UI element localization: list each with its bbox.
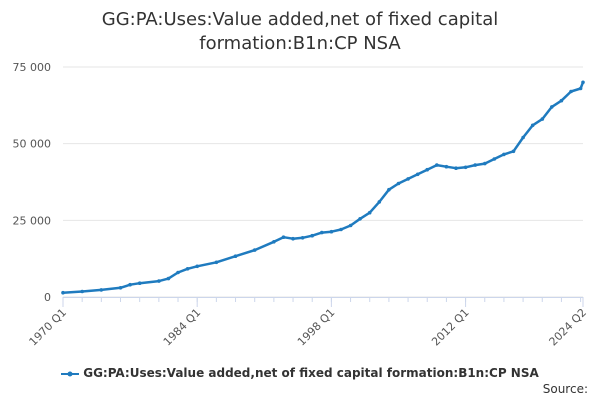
- y-axis-ticks: 0 25 000 50 000 75 000: [13, 61, 52, 304]
- data-point[interactable]: [118, 286, 123, 290]
- series-line[interactable]: [62, 81, 585, 294]
- x-axis: 1970 Q1 1984 Q1 1998 Q1 2012 Q1 2024 Q2: [27, 297, 590, 349]
- data-point[interactable]: [233, 254, 238, 258]
- x-tick-label: 1998 Q1: [295, 306, 338, 349]
- data-point[interactable]: [367, 210, 372, 215]
- data-point[interactable]: [569, 89, 573, 94]
- data-point[interactable]: [502, 152, 506, 157]
- data-point[interactable]: [185, 267, 190, 271]
- grid-lines: [63, 66, 583, 298]
- data-point[interactable]: [80, 289, 84, 294]
- data-point[interactable]: [540, 117, 545, 121]
- source-label: Source:: [542, 382, 588, 396]
- chart-title-line-2: formation:B1n:CP NSA: [199, 33, 401, 54]
- x-tick-label: 2012 Q1: [429, 306, 472, 349]
- data-point[interactable]: [128, 282, 132, 287]
- data-point[interactable]: [214, 260, 219, 265]
- data-point[interactable]: [252, 248, 257, 252]
- data-point[interactable]: [272, 240, 276, 244]
- data-point[interactable]: [425, 167, 430, 172]
- y-tick-label: 25 000: [13, 214, 52, 227]
- data-point[interactable]: [291, 236, 295, 241]
- data-point[interactable]: [550, 105, 554, 109]
- data-point[interactable]: [137, 281, 142, 286]
- data-point[interactable]: [483, 161, 487, 166]
- data-point[interactable]: [176, 270, 180, 275]
- data-point[interactable]: [511, 149, 516, 154]
- data-point[interactable]: [166, 276, 171, 281]
- legend[interactable]: GG:PA:Uses:Value added,net of fixed capi…: [0, 366, 600, 380]
- data-point[interactable]: [396, 181, 401, 186]
- data-point[interactable]: [578, 86, 583, 91]
- data-point[interactable]: [454, 166, 458, 170]
- data-point[interactable]: [195, 264, 199, 269]
- data-point[interactable]: [521, 135, 525, 140]
- data-point[interactable]: [348, 223, 353, 228]
- legend-label: GG:PA:Uses:Value added,net of fixed capi…: [83, 366, 539, 380]
- data-point[interactable]: [559, 98, 564, 103]
- y-tick-label: 75 000: [13, 61, 52, 74]
- data-point[interactable]: [300, 236, 305, 240]
- data-point[interactable]: [339, 227, 343, 232]
- data-point[interactable]: [99, 288, 104, 292]
- data-point[interactable]: [435, 163, 439, 167]
- data-point[interactable]: [310, 233, 315, 238]
- x-tick-label: 1984 Q1: [161, 306, 204, 349]
- data-point[interactable]: [329, 229, 334, 234]
- data-point[interactable]: [387, 187, 391, 192]
- chart-title: GG:PA:Uses:Value added,net of fixed capi…: [0, 8, 600, 56]
- y-tick-label: 50 000: [13, 138, 52, 151]
- data-point[interactable]: [406, 177, 410, 181]
- data-point[interactable]: [415, 172, 420, 177]
- data-point[interactable]: [281, 235, 286, 239]
- legend-swatch-icon: [61, 371, 80, 376]
- x-tick-label: 1970 Q1: [27, 306, 70, 349]
- data-point[interactable]: [377, 200, 382, 204]
- data-point[interactable]: [358, 217, 362, 221]
- data-point[interactable]: [530, 123, 535, 128]
- data-point[interactable]: [473, 163, 478, 167]
- data-point[interactable]: [157, 279, 161, 283]
- data-point[interactable]: [581, 80, 585, 85]
- data-point[interactable]: [444, 164, 449, 169]
- x-tick-label: 2024 Q2: [547, 306, 590, 349]
- data-point[interactable]: [463, 165, 468, 170]
- data-point[interactable]: [492, 157, 497, 161]
- y-tick-label: 0: [44, 291, 51, 304]
- data-point[interactable]: [320, 230, 324, 235]
- data-point[interactable]: [61, 290, 65, 295]
- chart-title-line-1: GG:PA:Uses:Value added,net of fixed capi…: [101, 9, 499, 30]
- series-line-group[interactable]: [61, 80, 585, 295]
